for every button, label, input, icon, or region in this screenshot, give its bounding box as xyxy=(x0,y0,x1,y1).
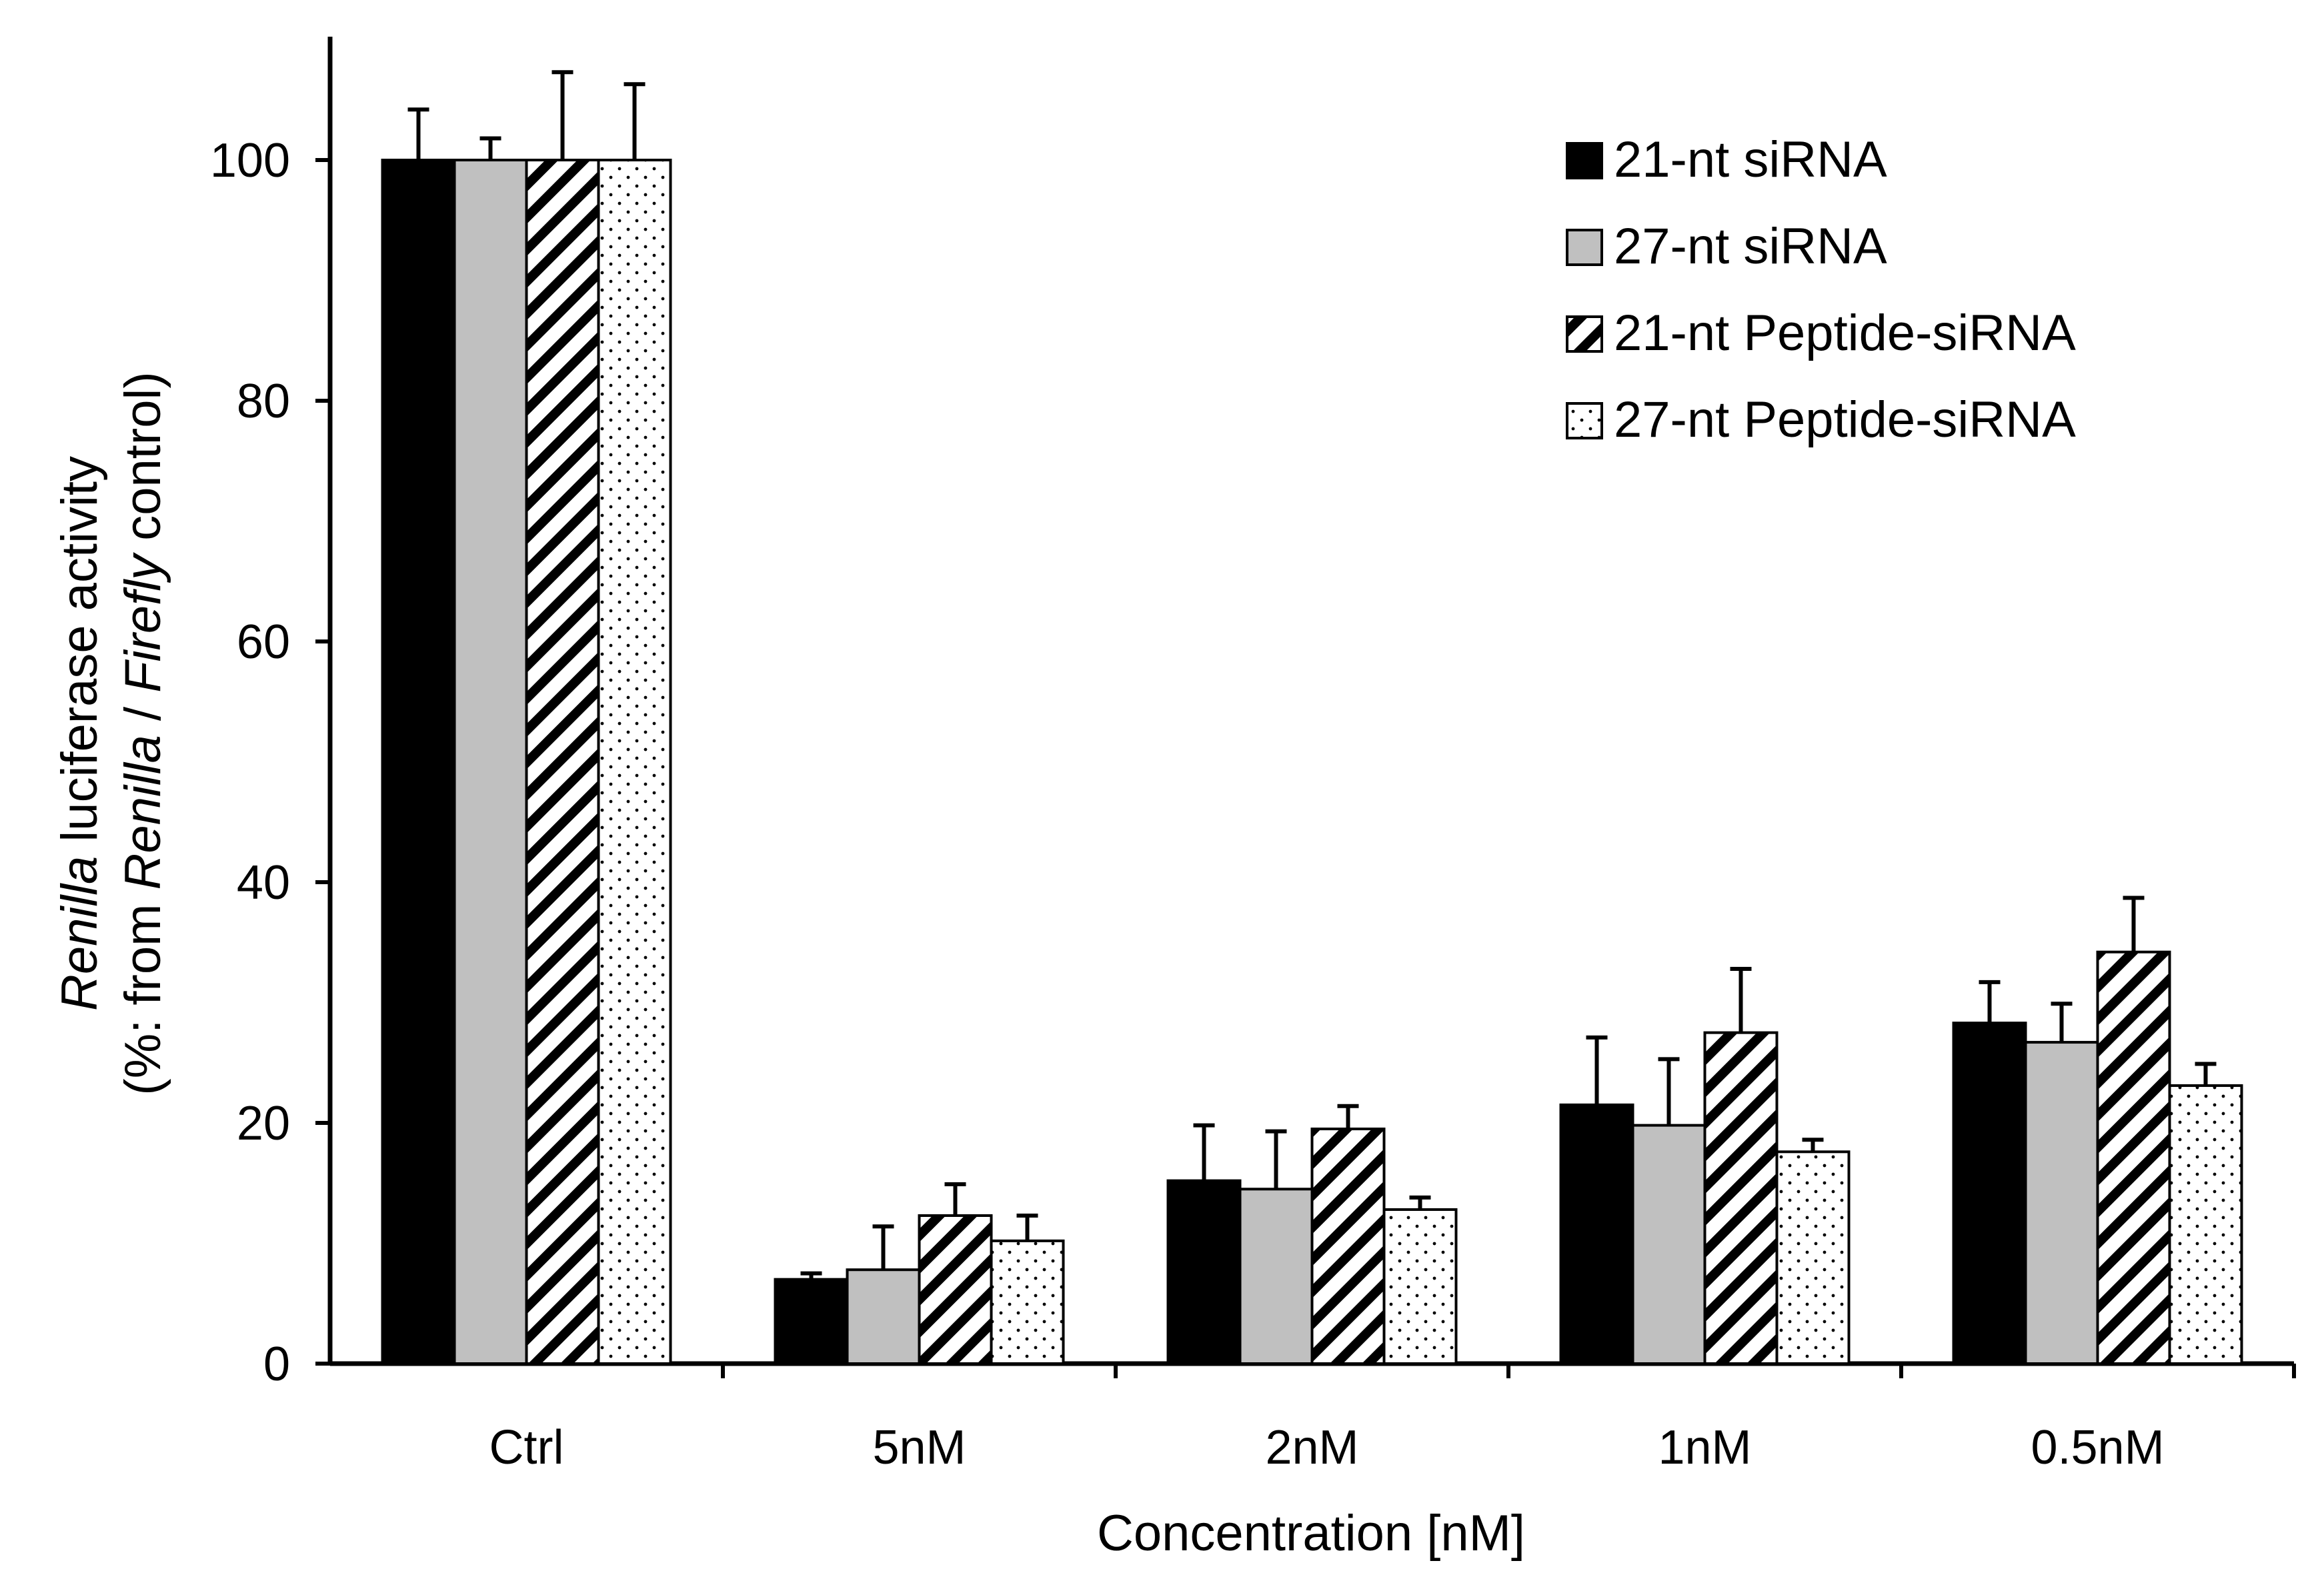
bar-s4-1nm xyxy=(1775,1150,1851,1365)
y-tick-label-80: 80 xyxy=(237,375,290,428)
y-tick-label-0: 0 xyxy=(263,1338,290,1391)
error-bars xyxy=(407,70,2217,1280)
bar-s2-2nm xyxy=(1238,1188,1314,1366)
bar-s2-1nm xyxy=(1631,1124,1706,1365)
bar-s1-0-5nm xyxy=(1952,1022,2027,1366)
x-tick-label-5nm: 5nM xyxy=(872,1421,966,1474)
legend-swatch-2 xyxy=(1566,229,1603,266)
bar-s4-2nm xyxy=(1382,1208,1458,1365)
bar-s4-ctrl xyxy=(597,159,672,1365)
legend-label-4: 27-nt Peptide-siRNA xyxy=(1614,391,2076,448)
y-axis-title-line2: (%: from Renilla / Firefly control) xyxy=(115,371,171,1095)
y-axis-title-line2-start: (%: from xyxy=(115,890,171,1095)
y-axis-title-line2-italic2: Firefly xyxy=(115,552,171,693)
x-axis-title: Concentration [nM] xyxy=(1097,1505,1525,1562)
legend-label-3: 21-nt Peptide-siRNA xyxy=(1614,305,2076,361)
x-tick-label-ctrl: Ctrl xyxy=(489,1421,564,1474)
bar-s4-5nm xyxy=(990,1239,1065,1366)
legend-swatch-1 xyxy=(1566,142,1603,179)
legend-swatch-3 xyxy=(1566,315,1603,353)
legend-label-1: 21-nt siRNA xyxy=(1614,131,1887,188)
bar-s3-5nm xyxy=(918,1214,993,1365)
y-axis: 0 20 40 60 80 100 xyxy=(210,37,333,1391)
y-axis-title-line1: Renilla luciferase activity xyxy=(51,456,108,1011)
x-tick-label-1nm: 1nM xyxy=(1658,1421,1751,1474)
y-tick-label-20: 20 xyxy=(237,1097,290,1150)
bar-s3-2nm xyxy=(1310,1128,1386,1366)
legend-label-2: 27-nt siRNA xyxy=(1614,218,1887,275)
bar-s1-5nm xyxy=(774,1278,849,1366)
y-tick-label-60: 60 xyxy=(237,615,290,669)
bar-s2-ctrl xyxy=(453,159,528,1365)
bar-s1-2nm xyxy=(1166,1179,1242,1365)
y-tick-label-100: 100 xyxy=(210,134,290,187)
y-axis-title-line2-sep: / xyxy=(115,693,171,735)
bar-s2-0-5nm xyxy=(2024,1041,2099,1365)
x-tick-label-0-5nm: 0.5nM xyxy=(2031,1421,2164,1474)
bar-s1-1nm xyxy=(1559,1103,1634,1366)
bar-s3-0-5nm xyxy=(2096,950,2171,1365)
x-axis: Ctrl 5nM 2nM 1nM 0.5nM xyxy=(330,1361,2296,1474)
bar-s1-ctrl xyxy=(381,159,456,1365)
y-axis-title-italic: Renilla xyxy=(51,856,108,1011)
y-axis-title-rest: luciferase activity xyxy=(51,456,108,856)
bar-s2-5nm xyxy=(846,1268,921,1365)
x-tick-label-2nm: 2nM xyxy=(1265,1421,1358,1474)
bar-s3-ctrl xyxy=(525,159,600,1365)
y-axis-title-line2-italic1: Renilla xyxy=(115,735,171,890)
legend-swatch-4 xyxy=(1566,402,1603,439)
bar-s4-0-5nm xyxy=(2168,1084,2243,1366)
y-axis-title-line2-end: control) xyxy=(115,371,171,555)
bar-s3-1nm xyxy=(1703,1031,1779,1365)
y-axis-title: Renilla luciferase activity (%: from Ren… xyxy=(51,371,171,1095)
y-tick-label-40: 40 xyxy=(237,856,290,910)
legend: 21-nt siRNA 27-nt siRNA 21-nt Peptide-siRN… xyxy=(1566,131,2076,448)
